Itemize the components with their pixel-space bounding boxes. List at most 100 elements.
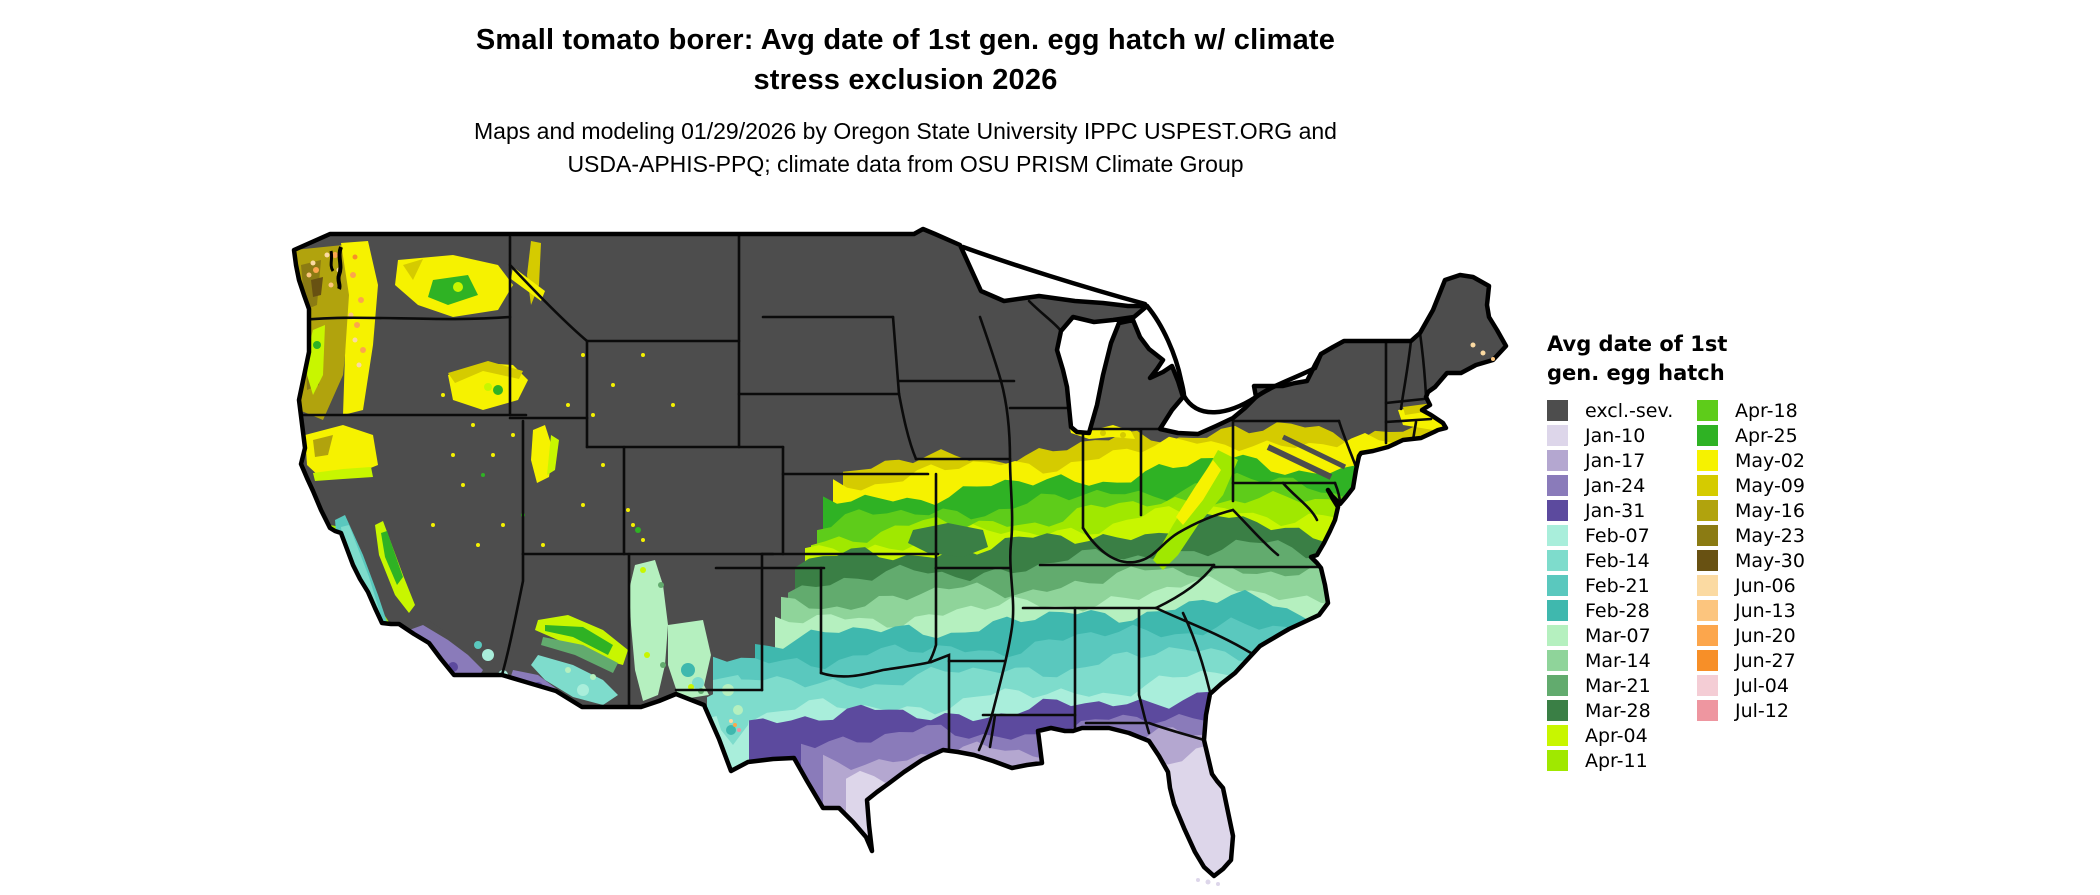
legend-swatch	[1697, 600, 1718, 621]
legend-label: excl.-sev.	[1585, 399, 1674, 422]
legend-swatch	[1697, 475, 1718, 496]
legend-swatch	[1547, 725, 1568, 746]
page-title: Small tomato borer: Avg date of 1st gen.…	[283, 20, 1528, 100]
legend-swatch	[1547, 625, 1568, 646]
legend-title-line-1: Avg date of 1st	[1547, 332, 1728, 356]
legend-swatch	[1697, 675, 1718, 696]
legend-row: Jan-10	[1547, 424, 1685, 447]
legend-row: Mar-28	[1547, 699, 1685, 722]
legend-label: Feb-14	[1585, 549, 1650, 572]
legend: Avg date of 1st gen. egg hatch excl.-sev…	[1547, 330, 1877, 775]
legend-row: May-30	[1697, 549, 1805, 572]
legend-label: Mar-28	[1585, 699, 1651, 722]
legend-label: May-23	[1735, 524, 1805, 547]
us-map	[291, 226, 1509, 886]
legend-label: May-30	[1735, 549, 1805, 572]
legend-row: May-02	[1697, 449, 1805, 472]
legend-row: Mar-14	[1547, 649, 1685, 672]
legend-row: Jul-04	[1697, 674, 1805, 697]
legend-row: Jan-17	[1547, 449, 1685, 472]
legend-swatch	[1547, 700, 1568, 721]
legend-swatch	[1547, 550, 1568, 571]
legend-row: Feb-14	[1547, 549, 1685, 572]
legend-column-2: Apr-18 Apr-25 May-02 May-09 May-16 May-23 May-…	[1697, 400, 1805, 725]
legend-swatch	[1547, 475, 1568, 496]
legend-label: Jan-31	[1585, 499, 1646, 522]
page-subtitle: Maps and modeling 01/29/2026 by Oregon S…	[283, 115, 1528, 181]
legend-row: Jun-27	[1697, 649, 1805, 672]
legend-label: Apr-25	[1735, 424, 1798, 447]
legend-swatch	[1697, 700, 1718, 721]
legend-row: Mar-07	[1547, 624, 1685, 647]
legend-swatch	[1697, 400, 1718, 421]
subtitle-line-2: USDA-APHIS-PPQ; climate data from OSU PR…	[567, 151, 1244, 177]
legend-row: excl.-sev.	[1547, 399, 1685, 422]
legend-row: Apr-04	[1547, 724, 1685, 747]
title-line-2: stress exclusion 2026	[753, 64, 1058, 96]
legend-label: Mar-14	[1585, 649, 1651, 672]
legend-row: Feb-21	[1547, 574, 1685, 597]
legend-swatch	[1547, 450, 1568, 471]
legend-swatch	[1697, 450, 1718, 471]
legend-label: Jan-24	[1585, 474, 1646, 497]
legend-label: Jan-17	[1585, 449, 1646, 472]
legend-label: Mar-21	[1585, 674, 1651, 697]
legend-label: Mar-07	[1585, 624, 1651, 647]
legend-row: Apr-11	[1547, 749, 1685, 772]
legend-label: Jul-12	[1735, 699, 1789, 722]
legend-label: May-16	[1735, 499, 1805, 522]
legend-swatch	[1547, 650, 1568, 671]
legend-label: May-09	[1735, 474, 1805, 497]
legend-label: May-02	[1735, 449, 1805, 472]
legend-row: Jun-13	[1697, 599, 1805, 622]
legend-label: Apr-11	[1585, 749, 1648, 772]
legend-swatch	[1547, 675, 1568, 696]
legend-label: Jun-13	[1735, 599, 1796, 622]
legend-swatch	[1697, 425, 1718, 446]
legend-row: May-23	[1697, 524, 1805, 547]
legend-swatch	[1697, 500, 1718, 521]
legend-label: Jun-06	[1735, 574, 1796, 597]
legend-swatch	[1547, 500, 1568, 521]
legend-row: Jun-20	[1697, 624, 1805, 647]
legend-swatch	[1547, 400, 1568, 421]
legend-swatch	[1697, 550, 1718, 571]
legend-swatch	[1547, 525, 1568, 546]
legend-row: Jan-24	[1547, 474, 1685, 497]
legend-row: Jun-06	[1697, 574, 1805, 597]
legend-label: Jan-10	[1585, 424, 1646, 447]
legend-label: Feb-07	[1585, 524, 1650, 547]
legend-label: Feb-28	[1585, 599, 1650, 622]
legend-label: Feb-21	[1585, 574, 1650, 597]
title-line-1: Small tomato borer: Avg date of 1st gen.…	[475, 24, 1336, 56]
legend-row: Apr-18	[1697, 399, 1805, 422]
legend-swatch	[1547, 425, 1568, 446]
map-figure	[283, 225, 1533, 890]
legend-swatch	[1697, 525, 1718, 546]
legend-row: Feb-07	[1547, 524, 1685, 547]
legend-swatch	[1697, 625, 1718, 646]
legend-row: Apr-25	[1697, 424, 1805, 447]
legend-label: Jun-27	[1735, 649, 1796, 672]
subtitle-line-1: Maps and modeling 01/29/2026 by Oregon S…	[474, 118, 1337, 144]
legend-row: May-09	[1697, 474, 1805, 497]
legend-swatch	[1697, 575, 1718, 596]
legend-label: Apr-04	[1585, 724, 1648, 747]
legend-label: Jul-04	[1735, 674, 1789, 697]
legend-swatch	[1697, 650, 1718, 671]
legend-title: Avg date of 1st gen. egg hatch	[1547, 330, 1877, 388]
legend-swatch	[1547, 575, 1568, 596]
legend-columns: excl.-sev. Jan-10 Jan-17 Jan-24 Jan-31 Feb-07…	[1547, 400, 1877, 775]
legend-row: Mar-21	[1547, 674, 1685, 697]
legend-swatch	[1547, 600, 1568, 621]
legend-row: Feb-28	[1547, 599, 1685, 622]
legend-swatch	[1547, 750, 1568, 771]
legend-row: Jul-12	[1697, 699, 1805, 722]
legend-label: Jun-20	[1735, 624, 1796, 647]
legend-row: Jan-31	[1547, 499, 1685, 522]
legend-row: May-16	[1697, 499, 1805, 522]
legend-column-1: excl.-sev. Jan-10 Jan-17 Jan-24 Jan-31 Feb-07…	[1547, 400, 1685, 775]
legend-label: Apr-18	[1735, 399, 1798, 422]
header: Small tomato borer: Avg date of 1st gen.…	[283, 20, 1528, 181]
